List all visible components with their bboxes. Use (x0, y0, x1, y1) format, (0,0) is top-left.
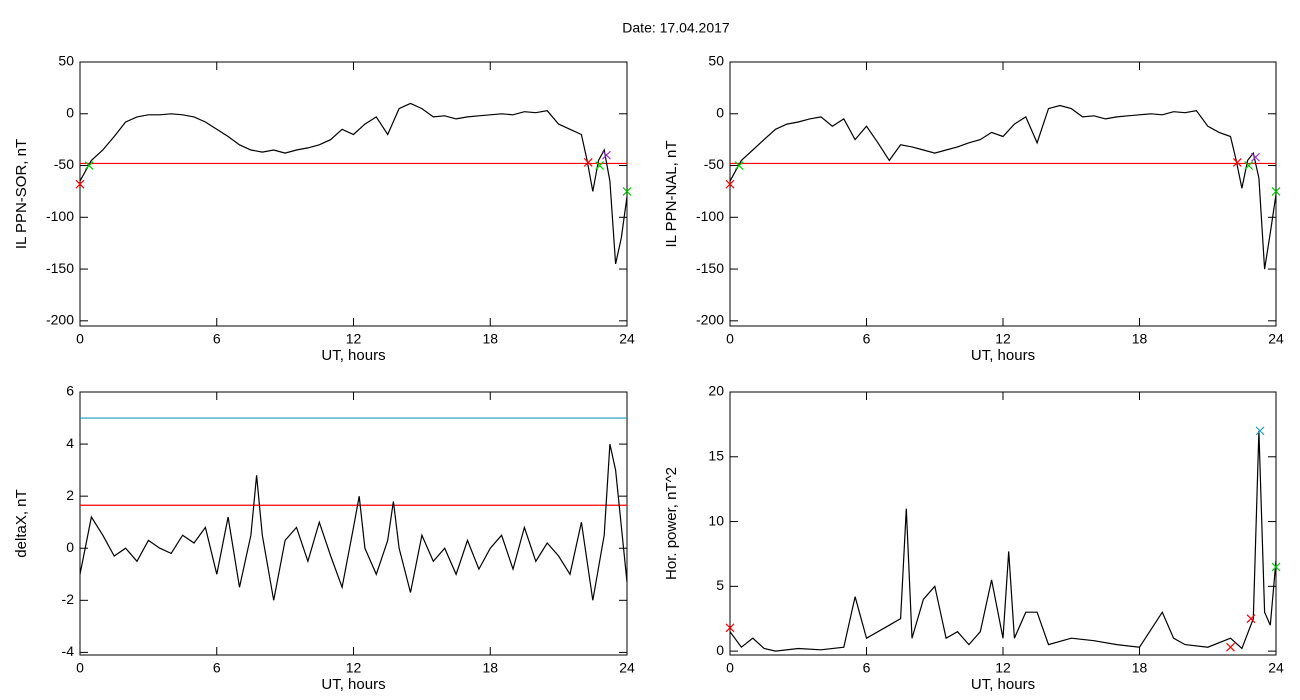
plot-frame (79, 391, 628, 656)
y-tick-label: -100 (696, 208, 724, 224)
y-tick-label: 10 (708, 512, 724, 528)
data-line (79, 102, 628, 265)
cross-marker (84, 161, 94, 170)
y-tick-label: 15 (708, 447, 724, 463)
y-axis-label: Hor. power, nT^2 (663, 467, 680, 580)
x-tick-label: 12 (995, 660, 1011, 676)
plot-frame (79, 61, 628, 327)
x-tick-label: 6 (863, 660, 871, 676)
y-tick-label: 4 (66, 435, 74, 451)
y-tick-label: 50 (708, 53, 724, 69)
x-tick-label: 24 (619, 660, 635, 676)
cross-marker (1271, 186, 1281, 196)
cross-marker (1255, 426, 1265, 436)
y-tick-label: -50 (704, 156, 724, 172)
x-tick-label: 24 (619, 331, 635, 347)
y-axis-label: deltaX, nT (13, 489, 30, 557)
cross-marker (602, 150, 611, 160)
x-tick-label: 6 (213, 660, 221, 676)
cross-marker (595, 161, 605, 170)
cross-marker (1246, 614, 1256, 624)
data-line (729, 430, 1277, 652)
x-tick-label: 18 (482, 331, 498, 347)
cross-marker (734, 161, 744, 170)
x-axis-label: UT, hours (321, 676, 385, 693)
y-tick-label: 6 (66, 383, 74, 399)
cross-marker (725, 179, 735, 189)
plot-frame (729, 391, 1277, 656)
y-tick-label: 2 (66, 487, 74, 503)
cross-marker (725, 623, 735, 633)
y-tick-label: 50 (58, 53, 74, 69)
y-tick-label: -150 (46, 260, 74, 276)
y-tick-label: 5 (716, 577, 724, 593)
x-tick-label: 12 (346, 660, 362, 676)
y-tick-label: -50 (54, 156, 74, 172)
cross-marker (1251, 152, 1260, 162)
y-tick-label: 0 (716, 104, 724, 120)
cross-marker (1226, 642, 1235, 652)
cross-marker (75, 179, 85, 189)
cross-marker (1271, 562, 1281, 572)
x-tick-label: 18 (1132, 331, 1148, 347)
y-tick-label: -100 (46, 208, 74, 224)
y-axis-label: IL PPN-NAL, nT (663, 141, 680, 248)
x-tick-label: 12 (995, 331, 1011, 347)
cross-marker (583, 157, 593, 167)
y-tick-label: 0 (66, 104, 74, 120)
x-tick-label: 0 (76, 331, 84, 347)
y-axis-label: IL PPN-SOR, nT (13, 139, 30, 249)
x-tick-label: 12 (346, 331, 362, 347)
x-axis-label: UT, hours (321, 347, 385, 364)
x-tick-label: 24 (1268, 331, 1284, 347)
x-tick-label: 6 (213, 331, 221, 347)
cross-marker (1232, 157, 1242, 167)
x-tick-label: 18 (482, 660, 498, 676)
y-tick-label: -200 (696, 312, 724, 328)
y-tick-label: -2 (62, 591, 75, 607)
data-line (729, 104, 1277, 270)
x-tick-label: 0 (726, 660, 734, 676)
y-tick-label: 0 (66, 539, 74, 555)
page-title: Date: 17.04.2017 (622, 20, 730, 36)
plot-frame (729, 61, 1277, 327)
data-line (79, 443, 628, 601)
x-tick-label: 18 (1132, 660, 1148, 676)
x-tick-label: 0 (76, 660, 84, 676)
x-axis-label: UT, hours (971, 676, 1035, 693)
x-axis-label: UT, hours (971, 347, 1035, 364)
x-tick-label: 0 (726, 331, 734, 347)
x-tick-label: 6 (863, 331, 871, 347)
y-tick-label: -4 (62, 643, 75, 659)
cross-marker (622, 186, 632, 196)
x-tick-label: 24 (1268, 660, 1284, 676)
y-tick-label: 0 (716, 642, 724, 658)
y-tick-label: 20 (708, 383, 724, 399)
y-tick-label: -200 (46, 312, 74, 328)
cross-marker (1244, 161, 1254, 170)
y-tick-label: -150 (696, 260, 724, 276)
